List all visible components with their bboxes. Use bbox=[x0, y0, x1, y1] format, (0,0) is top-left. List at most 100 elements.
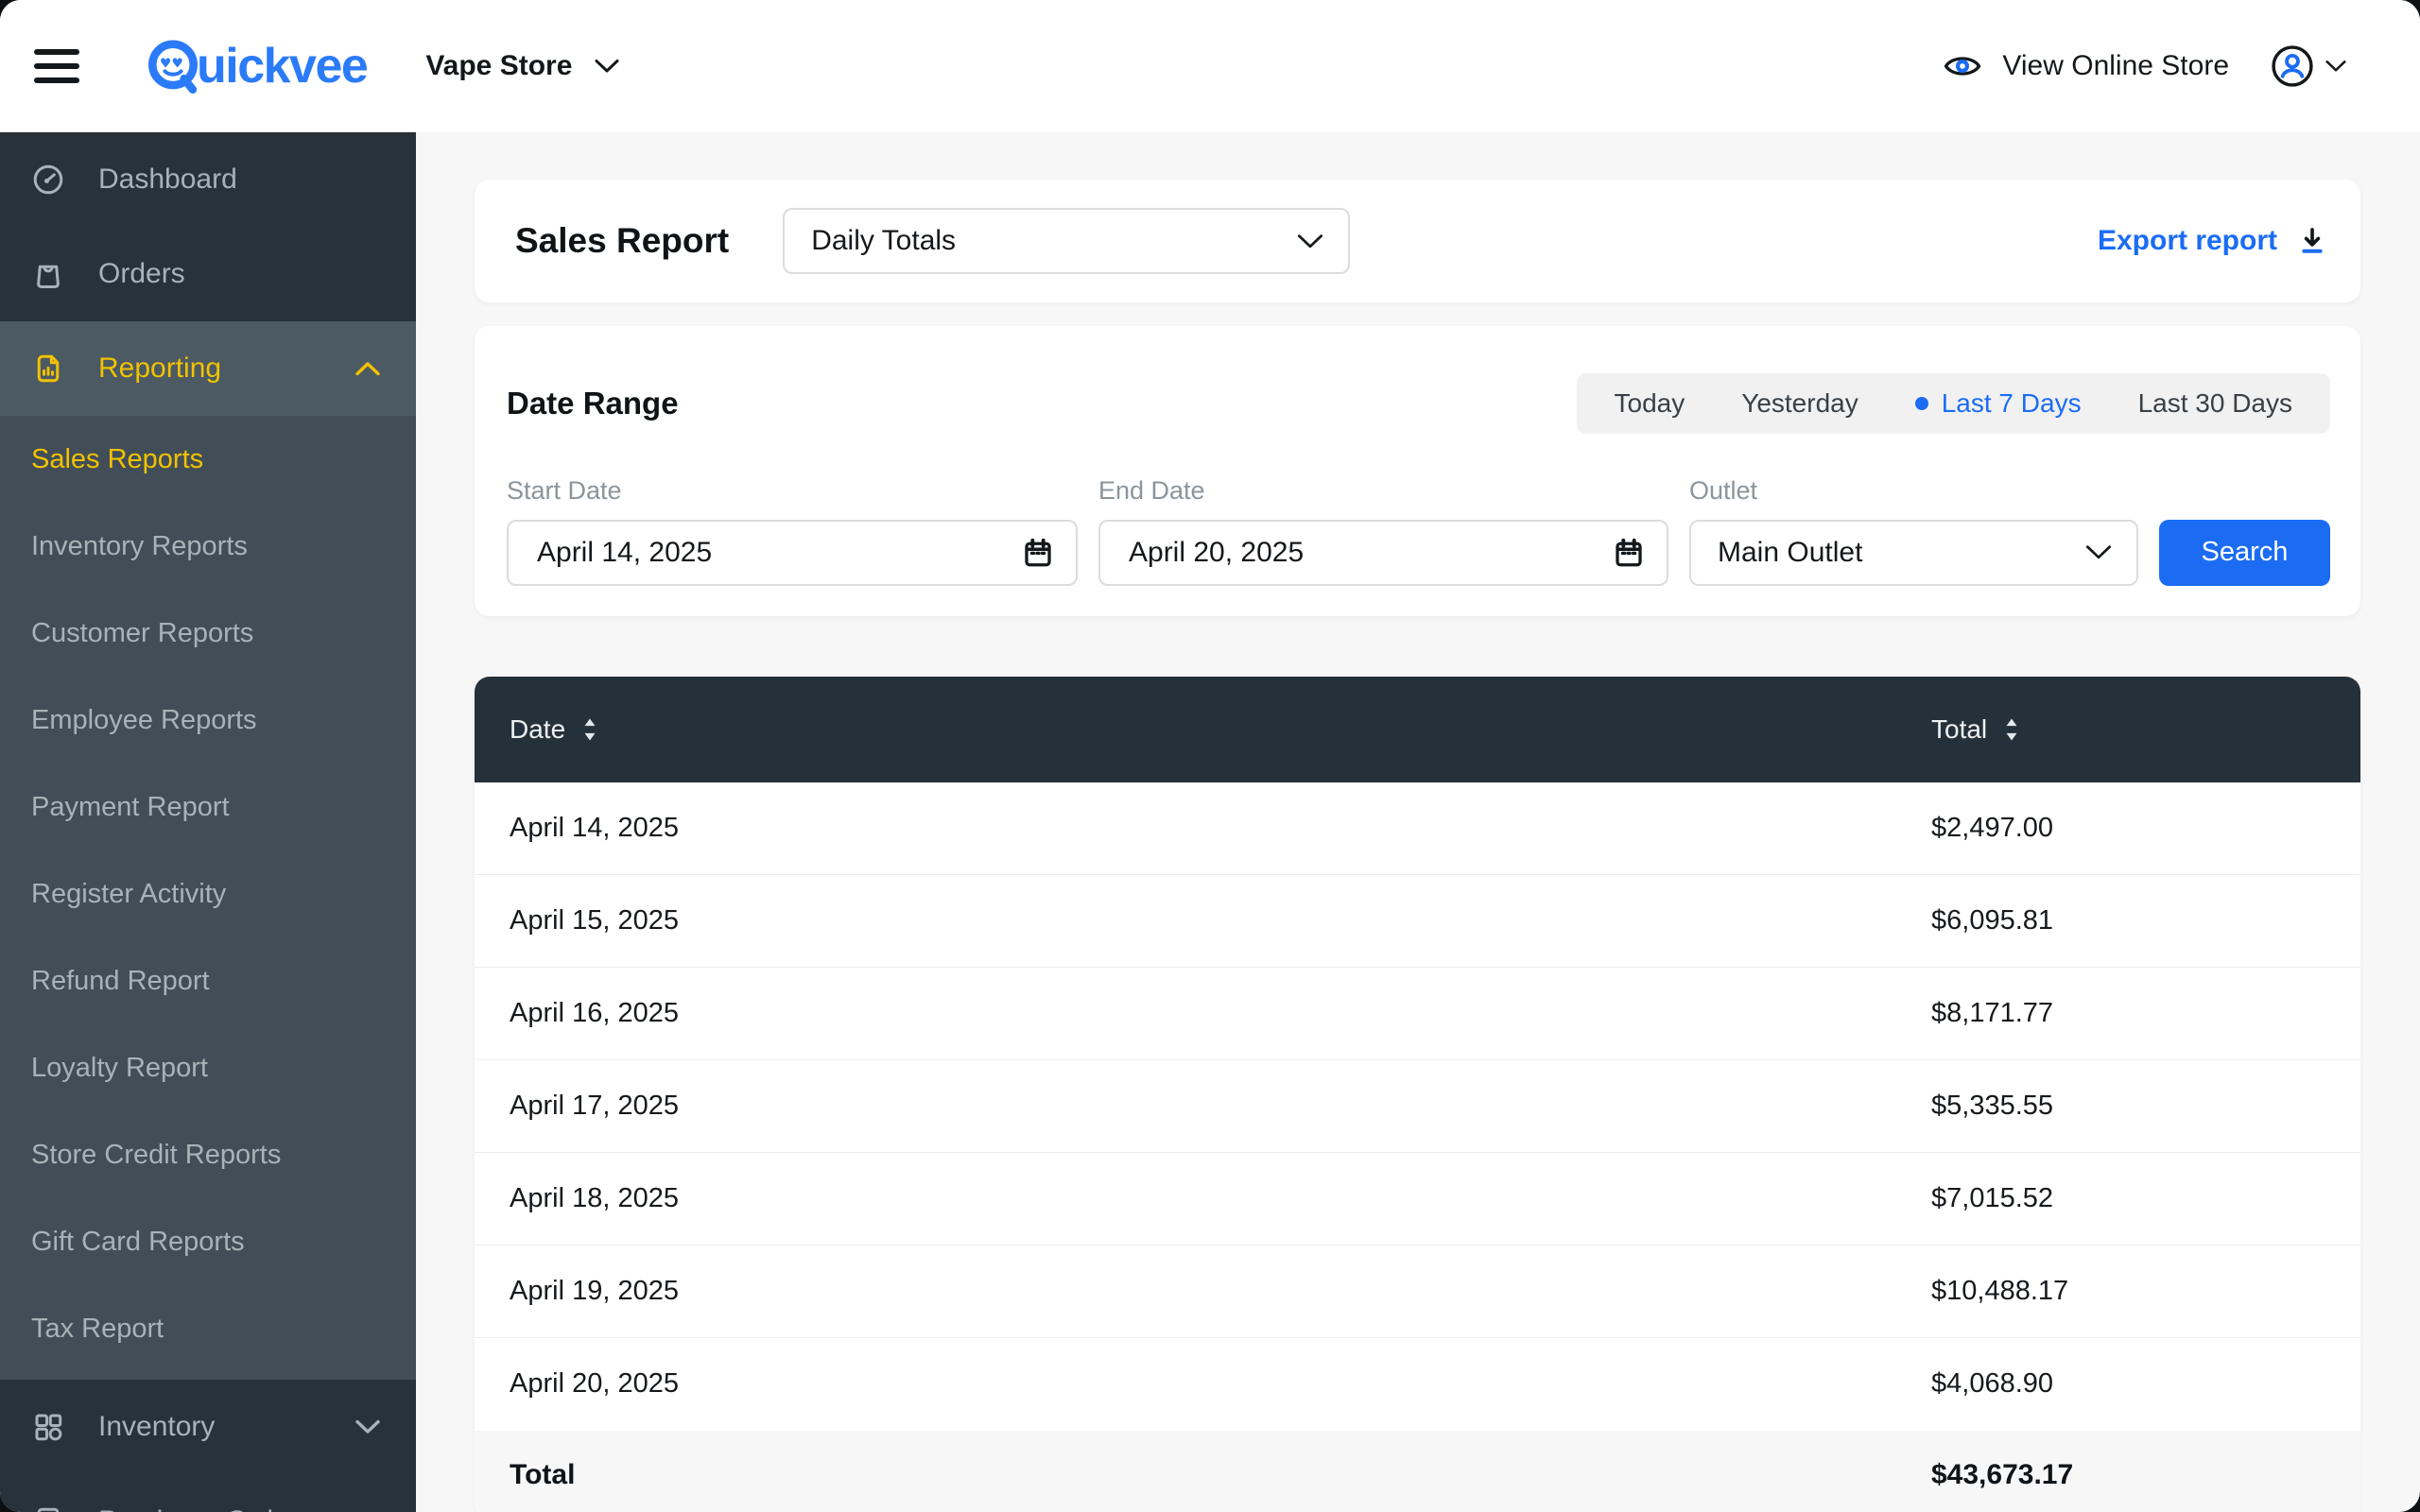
cell-total: $2,497.00 bbox=[1931, 812, 2054, 843]
logo-text: uickvee bbox=[197, 39, 369, 94]
sidebar-item-refund-report[interactable]: Refund Report bbox=[31, 965, 210, 996]
sidebar-item-label: Reporting bbox=[98, 352, 222, 384]
table-row: April 20, 2025 $4,068.90 bbox=[475, 1337, 2360, 1431]
main-content: Sales Report Daily Totals Export report bbox=[416, 132, 2420, 1512]
chevron-down-icon bbox=[595, 60, 619, 73]
store-name: Vape Store bbox=[425, 50, 573, 81]
page-title: Sales Report bbox=[515, 221, 730, 260]
sidebar-item-gift-card-reports[interactable]: Gift Card Reports bbox=[31, 1226, 245, 1257]
purchase-orders-icon bbox=[31, 1504, 65, 1512]
outlet-field: Outlet Main Outlet bbox=[1689, 476, 2138, 586]
reporting-submenu: Sales Reports Inventory Reports Customer R… bbox=[0, 416, 416, 1380]
sidebar-item-sales-reports[interactable]: Sales Reports bbox=[31, 443, 204, 474]
chevron-down-icon bbox=[2325, 60, 2346, 72]
sidebar-item-store-credit-reports[interactable]: Store Credit Reports bbox=[31, 1139, 282, 1170]
sort-icon bbox=[2006, 718, 2017, 741]
date-range-title: Date Range bbox=[507, 386, 679, 421]
store-selector[interactable]: Vape Store bbox=[425, 50, 619, 82]
sidebar-item-payment-report[interactable]: Payment Report bbox=[31, 791, 230, 822]
logo-q-icon: ♥♥ bbox=[148, 40, 198, 94]
calendar-icon bbox=[1025, 538, 1051, 567]
outlet-label: Outlet bbox=[1689, 475, 1758, 505]
hamburger-menu-icon[interactable] bbox=[34, 49, 79, 83]
preset-today[interactable]: Today bbox=[1586, 373, 1714, 434]
cell-date: April 14, 2025 bbox=[510, 812, 679, 843]
sidebar-item-inventory[interactable]: Inventory bbox=[0, 1380, 416, 1474]
sidebar-item-tax-report[interactable]: Tax Report bbox=[31, 1313, 164, 1344]
sidebar-item-label: Purchase Orders bbox=[98, 1505, 313, 1512]
report-type-value: Daily Totals bbox=[811, 225, 957, 256]
table-header-row: Date Total bbox=[475, 676, 2360, 782]
table-row: April 16, 2025 $8,171.77 bbox=[475, 967, 2360, 1060]
cell-total: $6,095.81 bbox=[1931, 904, 2054, 936]
sort-icon bbox=[584, 718, 596, 741]
cell-total: $5,335.55 bbox=[1931, 1090, 2054, 1121]
column-header-total-label: Total bbox=[1931, 713, 1988, 744]
outlet-select[interactable]: Main Outlet bbox=[1689, 519, 2138, 586]
inventory-grid-icon bbox=[31, 1410, 65, 1444]
quickvee-logo[interactable]: ♥♥ uickvee bbox=[144, 37, 369, 95]
top-right-actions: View Online Store bbox=[1944, 44, 2346, 88]
column-header-total[interactable]: Total bbox=[1931, 714, 2360, 745]
export-report-button[interactable]: Export report bbox=[2098, 225, 2328, 257]
export-report-label: Export report bbox=[2097, 225, 2277, 256]
sidebar-item-label: Dashboard bbox=[98, 163, 237, 195]
sidebar-item-reporting[interactable]: Reporting bbox=[0, 321, 416, 416]
preset-last-7-days[interactable]: Last 7 Days bbox=[1887, 373, 2110, 434]
sidebar-item-orders[interactable]: Orders bbox=[0, 227, 416, 321]
chevron-down-icon bbox=[2085, 545, 2112, 559]
start-date-input[interactable]: April 14, 2025 bbox=[507, 519, 1078, 586]
preset-label: Last 7 Days bbox=[1941, 388, 2082, 419]
report-document-icon bbox=[31, 352, 65, 386]
sidebar-item-inventory-reports[interactable]: Inventory Reports bbox=[31, 530, 248, 561]
table-row: April 15, 2025 $6,095.81 bbox=[475, 874, 2360, 968]
radio-selected-icon bbox=[1914, 397, 1928, 411]
eye-icon bbox=[1944, 57, 1981, 76]
end-date-value: April 20, 2025 bbox=[1129, 536, 1305, 568]
cell-date: April 18, 2025 bbox=[510, 1182, 679, 1213]
table-row: April 14, 2025 $2,497.00 bbox=[475, 782, 2360, 875]
table-row: April 19, 2025 $10,488.17 bbox=[475, 1245, 2360, 1338]
chevron-up-icon bbox=[355, 361, 380, 376]
table-row: April 17, 2025 $5,335.55 bbox=[475, 1059, 2360, 1153]
sales-table-body: April 14, 2025 $2,497.00 April 15, 2025 $6,… bbox=[475, 782, 2360, 1431]
sidebar-item-register-activity[interactable]: Register Activity bbox=[31, 878, 227, 909]
cell-date: April 20, 2025 bbox=[510, 1368, 679, 1400]
preset-label: Today bbox=[1614, 388, 1685, 419]
column-header-date[interactable]: Date bbox=[510, 714, 1931, 745]
end-date-field: End Date April 20, 2025 bbox=[1098, 476, 1668, 586]
start-date-value: April 14, 2025 bbox=[537, 536, 713, 568]
view-online-store-label: View Online Store bbox=[2002, 50, 2229, 81]
start-date-field: Start Date April 14, 2025 bbox=[507, 476, 1078, 586]
report-type-select[interactable]: Daily Totals bbox=[783, 208, 1351, 274]
sidebar-item-purchase-orders[interactable]: Purchase Orders bbox=[0, 1474, 416, 1512]
sales-table-card: Date Total April 14, 2025 $ bbox=[475, 676, 2360, 1512]
shopping-bag-icon bbox=[31, 257, 65, 291]
cell-total: $4,068.90 bbox=[1931, 1368, 2054, 1400]
total-label: Total bbox=[510, 1458, 576, 1490]
sidebar-item-dashboard[interactable]: Dashboard bbox=[0, 132, 416, 227]
download-icon bbox=[2302, 228, 2323, 253]
column-header-date-label: Date bbox=[510, 713, 566, 744]
account-menu[interactable] bbox=[2271, 44, 2346, 88]
preset-yesterday[interactable]: Yesterday bbox=[1713, 373, 1887, 434]
preset-last-30-days[interactable]: Last 30 Days bbox=[2110, 373, 2321, 434]
table-row: April 18, 2025 $7,015.52 bbox=[475, 1152, 2360, 1246]
end-date-input[interactable]: April 20, 2025 bbox=[1098, 519, 1668, 586]
sidebar-item-employee-reports[interactable]: Employee Reports bbox=[31, 704, 257, 735]
user-avatar-icon bbox=[2272, 45, 2313, 87]
report-header-card: Sales Report Daily Totals Export report bbox=[475, 180, 2360, 302]
cell-date: April 16, 2025 bbox=[510, 997, 679, 1028]
sidebar-item-loyalty-report[interactable]: Loyalty Report bbox=[31, 1052, 208, 1083]
sidebar-item-customer-reports[interactable]: Customer Reports bbox=[31, 617, 254, 648]
preset-label: Yesterday bbox=[1741, 388, 1858, 419]
calendar-icon bbox=[1616, 538, 1642, 567]
view-online-store-button[interactable]: View Online Store bbox=[1944, 50, 2229, 82]
cell-total: $8,171.77 bbox=[1931, 997, 2054, 1028]
total-value: $43,673.17 bbox=[1931, 1458, 2074, 1490]
table-total-row: Total $43,673.17 bbox=[475, 1430, 2360, 1512]
cell-total: $7,015.52 bbox=[1931, 1182, 2054, 1213]
search-button[interactable]: Search bbox=[2159, 519, 2330, 586]
cell-date: April 15, 2025 bbox=[510, 904, 679, 936]
